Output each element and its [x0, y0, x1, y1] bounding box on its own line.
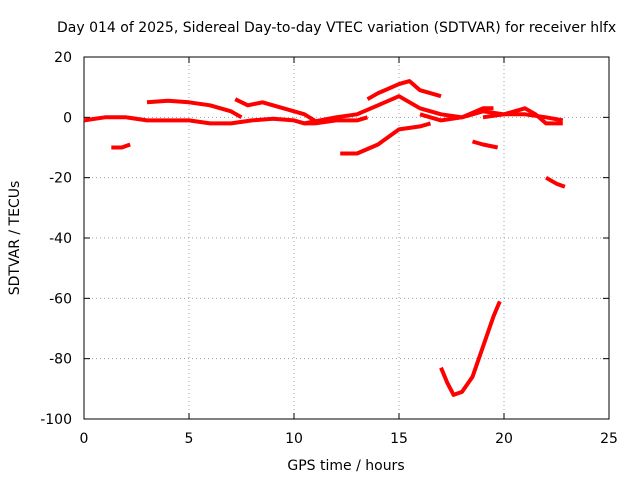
- x-tick-label: 25: [600, 431, 618, 447]
- y-tick-label: 20: [54, 50, 72, 66]
- series-line-arc-9: [482, 106, 563, 126]
- y-tick-label: 0: [63, 110, 72, 126]
- axis-ticks: 0 5 10 15 20 25 20 0 -20 -40 -60 -80 -100: [40, 50, 618, 447]
- series-line-arc-4: [111, 142, 131, 150]
- y-tick-label: -100: [40, 412, 72, 428]
- series-line-arc-6: [366, 79, 442, 101]
- series-line-arc-1: [83, 115, 369, 126]
- chart-title: Day 014 of 2025, Sidereal Day-to-day VTE…: [57, 20, 616, 36]
- series-line-arc-10: [471, 139, 499, 150]
- y-tick-label: -20: [49, 171, 72, 187]
- x-tick-label: 20: [495, 431, 513, 447]
- series-group: [83, 79, 566, 397]
- series-line-arc-8: [419, 106, 494, 123]
- series-line-arc-7: [340, 121, 432, 156]
- x-axis-label: GPS time / hours: [287, 458, 404, 474]
- x-tick-label: 5: [185, 431, 194, 447]
- x-tick-label: 0: [80, 431, 89, 447]
- y-tick-label: -60: [49, 291, 72, 307]
- x-tick-label: 10: [285, 431, 303, 447]
- series-line-arc-11: [545, 175, 566, 189]
- x-tick-label: 15: [390, 431, 408, 447]
- y-axis-label: SDTVAR / TECUs: [7, 181, 23, 296]
- series-line-arc-2: [146, 98, 243, 120]
- grid-lines: [84, 57, 609, 419]
- y-tick-label: -40: [49, 231, 72, 247]
- series-line-arc-3: [234, 97, 321, 126]
- series-line-arc-12: [439, 300, 502, 397]
- y-tick-label: -80: [49, 352, 72, 368]
- series-line-arc-5: [304, 94, 564, 126]
